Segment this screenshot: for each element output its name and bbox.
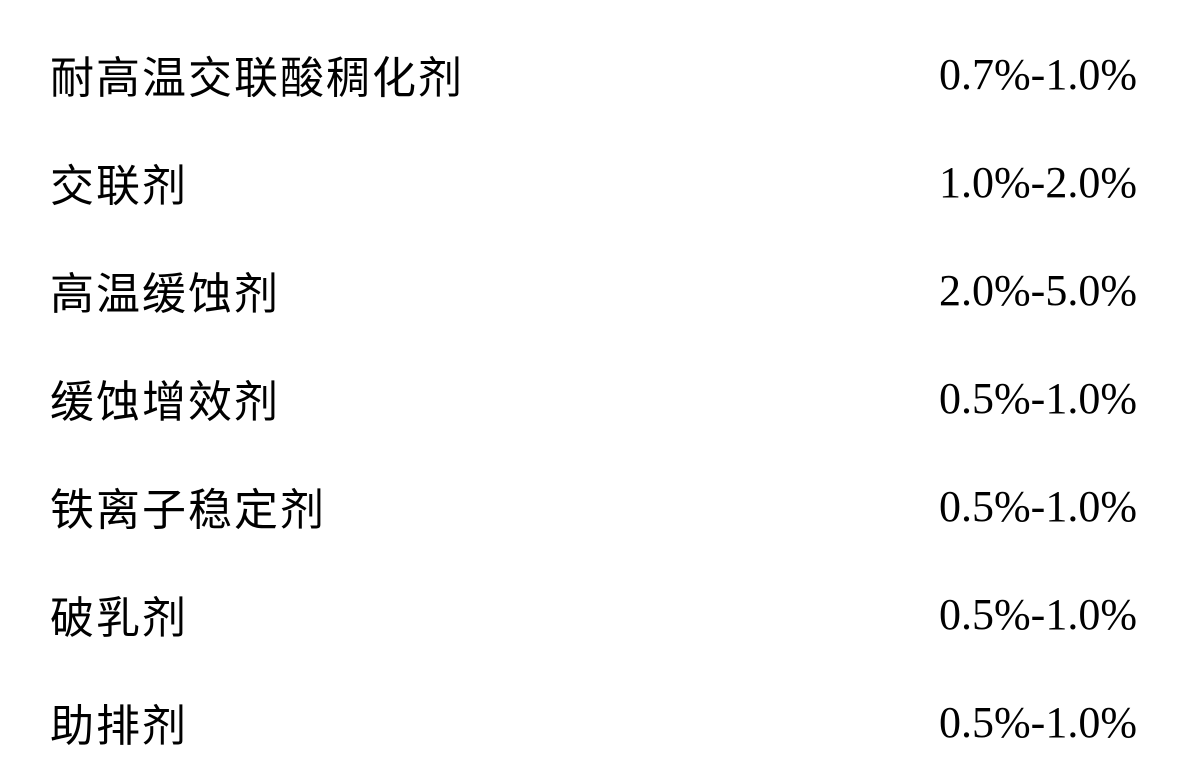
table-row: 缓蚀增效剂 0.5%-1.0% xyxy=(50,344,1137,452)
table-row: 交联剂 1.0%-2.0% xyxy=(50,128,1137,236)
percentage-value: 2.0%-5.0% xyxy=(939,265,1137,316)
percentage-value: 0.5%-1.0% xyxy=(939,481,1137,532)
component-label: 高温缓蚀剂 xyxy=(50,258,280,322)
percentage-value: 0.5%-1.0% xyxy=(939,697,1137,748)
table-row: 助排剂 0.5%-1.0% xyxy=(50,668,1137,776)
component-label: 缓蚀增效剂 xyxy=(50,366,280,430)
table-row: 破乳剂 0.5%-1.0% xyxy=(50,560,1137,668)
composition-table: 耐高温交联酸稠化剂 0.7%-1.0% 交联剂 1.0%-2.0% 高温缓蚀剂 … xyxy=(50,20,1137,776)
table-row: 耐高温交联酸稠化剂 0.7%-1.0% xyxy=(50,20,1137,128)
table-row: 高温缓蚀剂 2.0%-5.0% xyxy=(50,236,1137,344)
component-label: 交联剂 xyxy=(50,150,188,214)
percentage-value: 0.7%-1.0% xyxy=(939,49,1137,100)
percentage-value: 0.5%-1.0% xyxy=(939,589,1137,640)
component-label: 破乳剂 xyxy=(50,582,188,646)
component-label: 铁离子稳定剂 xyxy=(50,474,326,538)
percentage-value: 1.0%-2.0% xyxy=(939,157,1137,208)
component-label: 助排剂 xyxy=(50,690,188,754)
percentage-value: 0.5%-1.0% xyxy=(939,373,1137,424)
table-row: 铁离子稳定剂 0.5%-1.0% xyxy=(50,452,1137,560)
component-label: 耐高温交联酸稠化剂 xyxy=(50,42,464,106)
